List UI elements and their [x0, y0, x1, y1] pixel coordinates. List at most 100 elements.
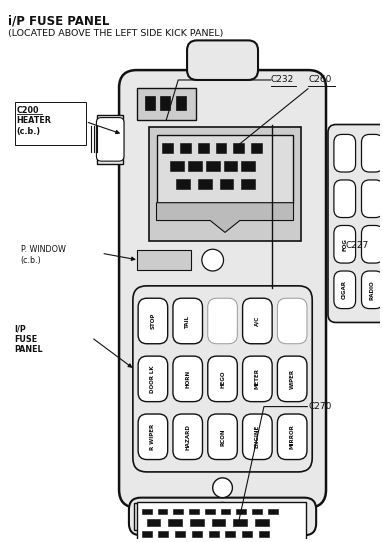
Text: P. WINDOW
(c.b.): P. WINDOW (c.b.) [21, 246, 65, 264]
Bar [233, 519, 247, 526]
Polygon shape [134, 502, 166, 530]
FancyBboxPatch shape [208, 414, 237, 460]
Bar [241, 179, 255, 189]
Bar [206, 161, 219, 171]
FancyBboxPatch shape [208, 298, 237, 344]
FancyBboxPatch shape [362, 271, 383, 308]
FancyBboxPatch shape [129, 498, 316, 535]
Text: R WIPER: R WIPER [151, 424, 155, 450]
Bar [251, 143, 262, 153]
Bar [97, 114, 123, 164]
FancyBboxPatch shape [277, 298, 307, 344]
FancyBboxPatch shape [138, 414, 168, 460]
Text: FOG: FOG [342, 238, 347, 251]
Polygon shape [157, 203, 293, 233]
FancyBboxPatch shape [208, 356, 237, 402]
FancyBboxPatch shape [97, 118, 124, 161]
Text: I/P
FUSE
PANEL: I/P FUSE PANEL [15, 325, 43, 354]
Text: C227: C227 [346, 241, 369, 250]
Circle shape [213, 478, 232, 498]
Bar [142, 508, 152, 514]
Bar [198, 143, 209, 153]
FancyBboxPatch shape [242, 298, 272, 344]
FancyBboxPatch shape [362, 180, 383, 217]
Text: C260: C260 [308, 75, 332, 85]
FancyBboxPatch shape [334, 134, 355, 172]
FancyBboxPatch shape [334, 180, 355, 217]
Bar [173, 508, 183, 514]
FancyBboxPatch shape [328, 125, 383, 322]
Bar [236, 508, 246, 514]
FancyBboxPatch shape [242, 356, 272, 402]
Bar [205, 508, 214, 514]
Text: METER: METER [255, 369, 260, 389]
Bar [188, 161, 202, 171]
Bar [233, 143, 244, 153]
FancyBboxPatch shape [334, 271, 355, 308]
Bar [216, 143, 226, 153]
Text: C232: C232 [271, 75, 294, 85]
Bar [226, 531, 236, 537]
FancyBboxPatch shape [362, 134, 383, 172]
Bar [192, 531, 202, 537]
Text: C200
HEATER
(c.b.): C200 HEATER (c.b.) [16, 106, 51, 136]
Bar [221, 508, 231, 514]
Bar [157, 136, 293, 203]
Text: STOP: STOP [151, 313, 155, 329]
Text: ENGINE: ENGINE [255, 425, 260, 448]
Text: HEGO: HEGO [220, 370, 225, 388]
Text: i/P FUSE PANEL: i/P FUSE PANEL [8, 15, 109, 28]
Bar [189, 508, 199, 514]
Bar [15, 102, 85, 145]
Text: WIPER: WIPER [290, 369, 295, 389]
Text: TAIL: TAIL [185, 314, 190, 327]
Bar [159, 531, 169, 537]
Bar [255, 519, 269, 526]
FancyBboxPatch shape [133, 286, 312, 472]
Text: RCON: RCON [220, 428, 225, 446]
FancyBboxPatch shape [277, 356, 307, 402]
Bar [170, 161, 184, 171]
Circle shape [209, 502, 236, 530]
FancyBboxPatch shape [334, 225, 355, 263]
Bar [145, 96, 155, 109]
Bar [268, 508, 278, 514]
FancyBboxPatch shape [173, 414, 203, 460]
Text: (LOCATED ABOVE THE LEFT SIDE KICK PANEL): (LOCATED ABOVE THE LEFT SIDE KICK PANEL) [8, 29, 223, 37]
Bar [162, 143, 173, 153]
Bar [190, 519, 204, 526]
FancyBboxPatch shape [119, 70, 326, 507]
Text: C270: C270 [308, 402, 332, 411]
Text: CIGAR: CIGAR [342, 280, 347, 299]
Text: MIRROR: MIRROR [290, 424, 295, 449]
Text: HORN: HORN [185, 370, 190, 388]
Bar [259, 531, 269, 537]
Bar [180, 143, 191, 153]
Bar [137, 250, 191, 270]
Bar [241, 161, 255, 171]
Bar [149, 127, 301, 241]
Text: DOOR LK: DOOR LK [151, 365, 155, 393]
FancyBboxPatch shape [362, 225, 383, 263]
Bar [224, 161, 237, 171]
Bar [137, 88, 196, 120]
Bar [219, 179, 233, 189]
FancyBboxPatch shape [173, 356, 203, 402]
Bar [212, 519, 226, 526]
Bar [175, 531, 185, 537]
Bar [157, 508, 167, 514]
Bar [160, 96, 170, 109]
Text: HAZARD: HAZARD [185, 424, 190, 450]
FancyBboxPatch shape [138, 298, 168, 344]
Text: RADIO: RADIO [370, 280, 375, 300]
FancyBboxPatch shape [277, 414, 307, 460]
Bar [242, 531, 252, 537]
FancyBboxPatch shape [242, 414, 272, 460]
Bar [147, 519, 160, 526]
Bar [142, 531, 152, 537]
Bar [198, 179, 212, 189]
Bar [137, 501, 306, 542]
Bar [176, 96, 186, 109]
FancyBboxPatch shape [187, 41, 258, 80]
Bar [209, 531, 219, 537]
